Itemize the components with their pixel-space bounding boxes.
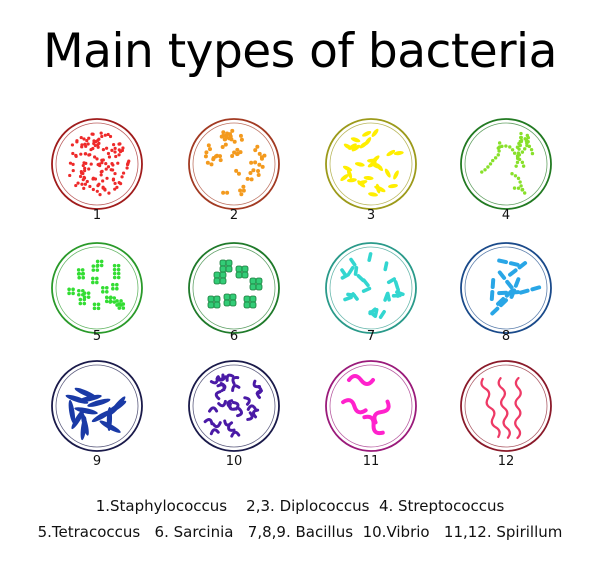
- dish-rim: [51, 360, 143, 452]
- dish-inner-rim: [55, 246, 139, 330]
- dish-7: 7: [325, 242, 417, 344]
- bacteria-sarcina: [207, 259, 263, 309]
- dish-number: 12: [498, 454, 515, 469]
- dish-number: 10: [226, 454, 243, 469]
- bacteria-diplococcus: [203, 128, 267, 197]
- dish-4: 4: [460, 118, 552, 223]
- dish-inner-rim: [464, 122, 548, 206]
- dish-number: 2: [230, 208, 238, 223]
- dish-6: 6: [188, 242, 280, 344]
- dish-rim: [188, 118, 280, 210]
- bacteria-bacillus-spindle: [65, 387, 127, 441]
- legend-item: 7,8,9. Bacillus: [247, 523, 354, 541]
- dish-rim: [325, 360, 417, 452]
- dish-10: 10: [188, 360, 280, 469]
- dish-number: 11: [363, 454, 380, 469]
- dish-rim: [51, 242, 143, 334]
- dish-inner-rim: [464, 246, 548, 330]
- bacteria-streptococcus: [480, 131, 535, 195]
- bacteria-spirillum-thick: [341, 374, 391, 436]
- dish-inner-rim: [329, 364, 413, 448]
- dish-number: 8: [502, 329, 510, 344]
- dish-rim: [188, 242, 280, 334]
- bacteria-spirillum: [480, 376, 522, 440]
- dish-number: 4: [502, 208, 510, 223]
- legend-item: 10.Vibrio: [362, 523, 430, 541]
- dish-number: 3: [367, 208, 375, 223]
- bacteria-staphylococcus: [68, 131, 131, 197]
- bacteria-tetracoccus: [67, 259, 126, 311]
- dish-number: 5: [93, 329, 101, 344]
- legend-line-2: 5.Tetracoccus 6. Sarcinia 7,8,9. Bacillu…: [0, 523, 600, 541]
- dish-inner-rim: [55, 122, 139, 206]
- dish-2: 2: [188, 118, 280, 223]
- dish-inner-rim: [192, 122, 276, 206]
- diagram-title: Main types of bacteria: [43, 24, 557, 79]
- dish-5: 5: [51, 242, 143, 344]
- bacteria-vibrio: [203, 373, 263, 438]
- dish-inner-rim: [329, 122, 413, 206]
- dish-12: 12: [460, 360, 552, 469]
- dish-number: 9: [93, 454, 101, 469]
- dish-rim: [188, 360, 280, 452]
- legend-line-1: 1.Staphylococcus 2,3. Diplococcus 4. Str…: [0, 497, 600, 515]
- dish-3: 3: [325, 118, 417, 223]
- dish-rim: [460, 118, 552, 210]
- dish-9: 9: [51, 360, 143, 469]
- legend-item: 6. Sarcinia: [154, 523, 234, 541]
- legend-item: 5.Tetracoccus: [37, 523, 141, 541]
- bacteria-diplococcus-oval: [340, 128, 404, 197]
- dish-number: 6: [230, 329, 238, 344]
- legend-item: 11,12. Spirillum: [443, 523, 563, 541]
- legend-item: 2,3. Diplococcus: [246, 497, 370, 515]
- dish-rim: [460, 242, 552, 334]
- dish-11: 11: [325, 360, 417, 469]
- bacteria-bacillus: [340, 252, 405, 319]
- dish-1: 1: [51, 118, 143, 223]
- dish-inner-rim: [55, 364, 139, 448]
- bacteria-bacillus-chain: [489, 258, 542, 316]
- dish-inner-rim: [464, 364, 548, 448]
- dish-number: 7: [367, 329, 375, 344]
- legend-item: 1.Staphylococcus: [95, 497, 228, 515]
- dish-inner-rim: [192, 246, 276, 330]
- dish-number: 1: [93, 208, 101, 223]
- dish-inner-rim: [192, 364, 276, 448]
- dish-8: 8: [460, 242, 552, 344]
- legend-item: 4. Streptococcus: [378, 497, 505, 515]
- dish-inner-rim: [329, 246, 413, 330]
- dish-rim: [460, 360, 552, 452]
